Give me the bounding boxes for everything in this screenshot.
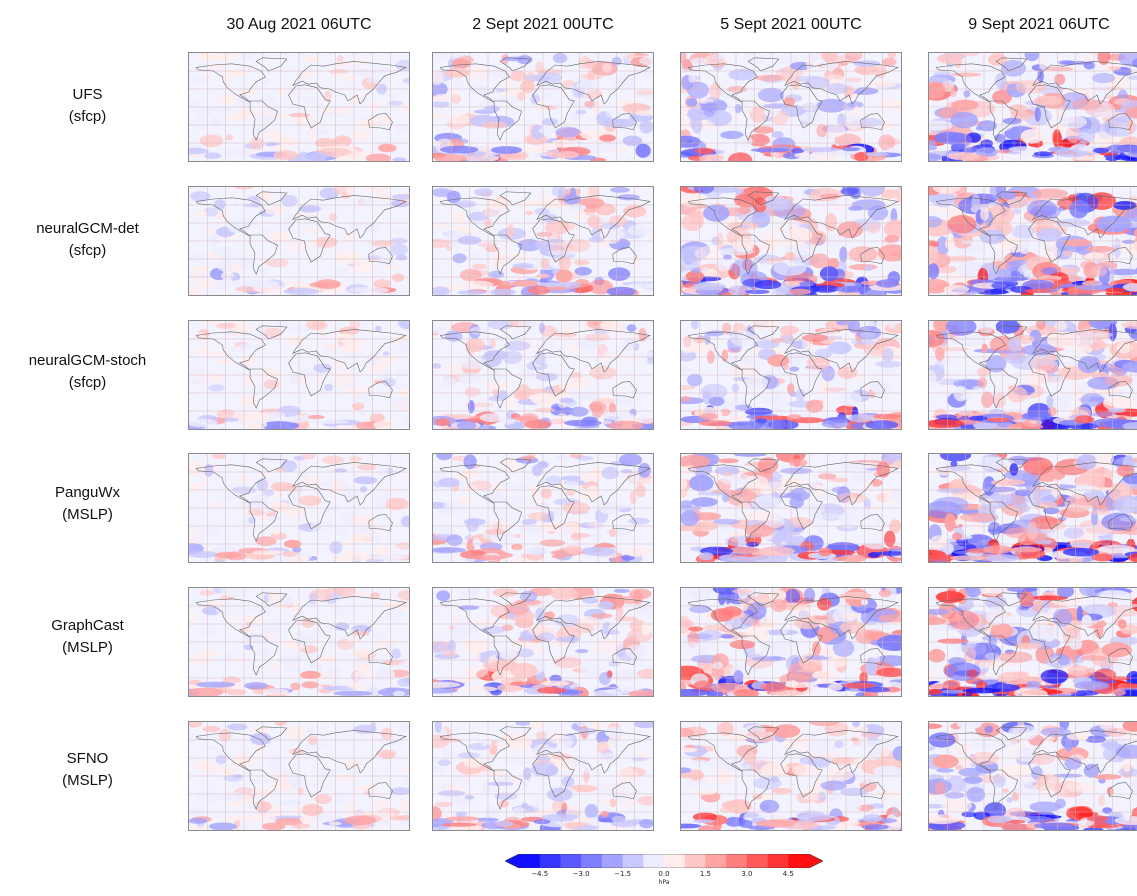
map-panel: [432, 186, 654, 296]
colorbar-tick-label: 1.5: [699, 870, 711, 878]
colorbar-unit-label: hPa: [658, 879, 670, 886]
pressure-anomaly-map: [433, 53, 653, 161]
row-model-name: neuralGCM-det: [36, 220, 139, 237]
colorbar-extend-min: [505, 854, 519, 868]
map-panel: [188, 453, 410, 563]
colorbar-segment: [539, 854, 561, 868]
map-panel: [432, 52, 654, 162]
colorbar-tick-label: −1.5: [614, 870, 632, 878]
map-panel: [432, 453, 654, 563]
colorbar-segment: [643, 854, 665, 868]
map-panel: [432, 587, 654, 697]
row-field-name: (MSLP): [62, 639, 113, 656]
row-label-sfno: SFNO (MSLP): [0, 748, 175, 792]
map-panel: [680, 453, 902, 563]
pressure-anomaly-map: [681, 321, 901, 429]
map-panel: [680, 186, 902, 296]
map-panel: [680, 721, 902, 831]
pressure-anomaly-map: [433, 321, 653, 429]
map-panel: [188, 721, 410, 831]
map-panel: [188, 587, 410, 697]
pressure-anomaly-map: [681, 722, 901, 830]
column-title-1: 30 Aug 2021 06UTC: [226, 16, 372, 33]
pressure-anomaly-map: [929, 53, 1137, 161]
colorbar-segment: [560, 854, 582, 868]
pressure-anomaly-map: [433, 187, 653, 295]
colorbar: −4.5 −3.0 −1.5 0.0 1.5 3.0 4.5 hPa: [504, 853, 824, 894]
map-panel: [928, 587, 1137, 697]
pressure-anomaly-map: [681, 588, 901, 696]
map-panel: [680, 587, 902, 697]
map-panel: [928, 721, 1137, 831]
colorbar-tick-label: −4.5: [531, 870, 549, 878]
colorbar-segment: [519, 854, 541, 868]
row-model-name: neuralGCM-stoch: [28, 352, 147, 369]
map-panel: [928, 186, 1137, 296]
pressure-anomaly-map: [929, 454, 1137, 562]
pressure-anomaly-map: [189, 722, 409, 830]
colorbar-tick-label: −3.0: [572, 870, 590, 878]
pressure-anomaly-map: [929, 722, 1137, 830]
pressure-anomaly-map: [189, 53, 409, 161]
colorbar-segment: [746, 854, 768, 868]
row-field-name: (sfcp): [68, 242, 107, 259]
row-label-neuralgcm-det: neuralGCM-det (sfcp): [0, 218, 175, 262]
row-model-name: SFNO: [66, 750, 109, 767]
map-panel: [928, 453, 1137, 563]
colorbar-tick-label: 3.0: [741, 870, 753, 878]
row-label-ufs: UFS (sfcp): [0, 84, 175, 128]
colorbar-segment: [581, 854, 603, 868]
row-model-name: PanguWx: [54, 484, 121, 501]
colorbar-segment: [767, 854, 789, 868]
column-title-4: 9 Sept 2021 06UTC: [968, 16, 1110, 33]
map-panel: [432, 721, 654, 831]
pressure-anomaly-map: [929, 588, 1137, 696]
row-field-name: (sfcp): [68, 108, 107, 125]
row-model-name: UFS: [72, 86, 103, 103]
row-model-name: GraphCast: [51, 617, 124, 634]
row-field-name: (MSLP): [62, 772, 113, 789]
colorbar-scale: [504, 853, 824, 869]
colorbar-extend-max: [809, 854, 823, 868]
column-title-2: 2 Sept 2021 00UTC: [472, 16, 614, 33]
map-panel: [188, 186, 410, 296]
row-field-name: (MSLP): [62, 506, 113, 523]
pressure-anomaly-map: [929, 187, 1137, 295]
pressure-anomaly-map: [189, 187, 409, 295]
pressure-anomaly-map: [189, 454, 409, 562]
row-label-graphcast: GraphCast (MSLP): [0, 615, 175, 659]
pressure-anomaly-map: [433, 588, 653, 696]
colorbar-segment: [705, 854, 727, 868]
pressure-anomaly-map: [433, 454, 653, 562]
colorbar-tick-label: 0.0: [658, 870, 670, 878]
row-label-panguwx: PanguWx (MSLP): [0, 482, 175, 526]
colorbar-tick-label: 4.5: [782, 870, 794, 878]
pressure-anomaly-map: [189, 588, 409, 696]
map-panel: [432, 320, 654, 430]
pressure-anomaly-map: [681, 187, 901, 295]
pressure-anomaly-map: [681, 454, 901, 562]
colorbar-segment: [622, 854, 644, 868]
pressure-anomaly-map: [929, 321, 1137, 429]
colorbar-segment: [788, 854, 810, 868]
row-label-neuralgcm-stoch: neuralGCM-stoch (sfcp): [0, 350, 175, 394]
map-panel: [680, 52, 902, 162]
pressure-anomaly-map: [189, 321, 409, 429]
map-panel: [928, 320, 1137, 430]
row-field-name: (sfcp): [68, 374, 107, 391]
colorbar-segment: [664, 854, 686, 868]
column-title-3: 5 Sept 2021 00UTC: [720, 16, 862, 33]
map-panel: [928, 52, 1137, 162]
map-panel: [680, 320, 902, 430]
colorbar-segment: [684, 854, 706, 868]
colorbar-segment: [601, 854, 623, 868]
pressure-anomaly-map: [433, 722, 653, 830]
pressure-anomaly-map: [681, 53, 901, 161]
colorbar-segment: [726, 854, 748, 868]
map-panel: [188, 52, 410, 162]
map-panel: [188, 320, 410, 430]
